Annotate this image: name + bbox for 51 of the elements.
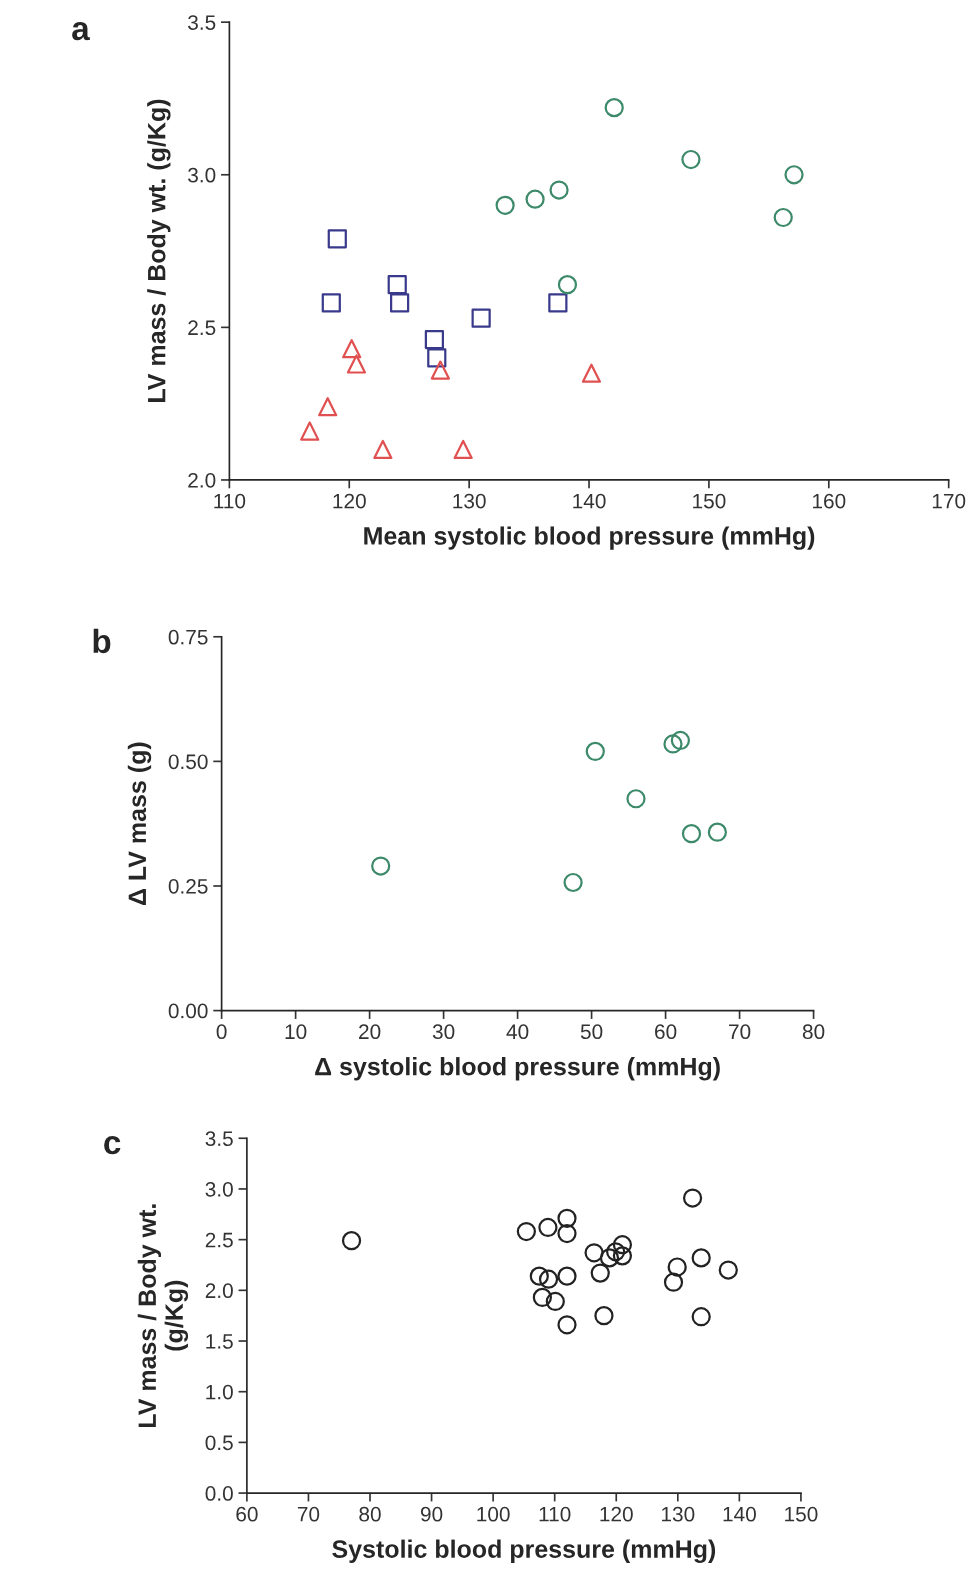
x-tick-label: 170 [932, 493, 966, 509]
x-tick-label: 60 [236, 1506, 258, 1522]
x-tick-label: 60 [655, 1024, 677, 1040]
x-tick-label: 70 [729, 1024, 751, 1040]
x-tick-label: 160 [813, 493, 846, 509]
x-tick-label: 30 [432, 1024, 455, 1040]
x-tick-label: 70 [297, 1506, 320, 1522]
y-tick-label: 0.75 [168, 629, 208, 645]
y-tick-label: 3.5 [205, 1131, 233, 1147]
x-axis-title: Systolic blood pressure (mmHg) [332, 1539, 716, 1563]
x-tick-label: 140 [573, 493, 606, 509]
x-tick-label: 10 [285, 1024, 307, 1040]
x-tick-label: 40 [506, 1024, 529, 1040]
x-tick-label: 130 [453, 493, 486, 509]
y-axis-title: Δ LV mass (g) [127, 742, 152, 906]
y-axis-title: LV mass / Body wt. (g/Kg) [147, 99, 171, 402]
x-tick-label: 20 [359, 1024, 381, 1040]
x-tick-label: 100 [477, 1506, 510, 1522]
y-tick-label: 2.5 [188, 320, 216, 336]
y-tick-label: 2.0 [205, 1283, 233, 1299]
y-tick-label: 2.0 [188, 472, 216, 488]
x-tick-label: 50 [580, 1024, 603, 1040]
y-axis-title: LV mass / Body wt. (g/Kg) [137, 1204, 189, 1427]
y-tick-label: 0.0 [205, 1486, 233, 1501]
text: a [72, 22, 90, 41]
y-tick-label: 0.25 [168, 878, 208, 894]
y-tick-label: 3.0 [188, 167, 216, 183]
x-tick-label: 120 [333, 493, 366, 509]
text: c [104, 1136, 121, 1155]
y-tick-label: 0.5 [205, 1435, 233, 1451]
x-tick-label: 110 [539, 1506, 571, 1522]
x-tick-label: 0 [216, 1024, 227, 1040]
y-tick-label: 1.5 [206, 1334, 233, 1349]
x-axis-title: Mean systolic blood pressure (mmHg) [364, 526, 815, 550]
x-tick-label: 110 [214, 493, 246, 509]
y-tick-label: 3.0 [205, 1181, 233, 1197]
x-tick-label: 150 [785, 1506, 818, 1522]
y-tick-label: 2.5 [205, 1232, 233, 1248]
x-tick-label: 120 [600, 1506, 633, 1522]
x-axis-title: Δ systolic blood pressure (mmHg) [315, 1057, 720, 1081]
x-tick-label: 130 [662, 1506, 695, 1522]
y-tick-label: 1.0 [206, 1384, 233, 1400]
y-tick-label: 3.5 [188, 15, 216, 30]
x-tick-label: 140 [723, 1506, 756, 1522]
text: b [93, 628, 111, 654]
y-tick-label: 0.50 [168, 754, 208, 770]
x-tick-label: 90 [420, 1506, 443, 1522]
x-tick-label: 80 [802, 1024, 825, 1040]
x-tick-label: 80 [359, 1506, 381, 1522]
y-tick-label: 0.00 [168, 1003, 208, 1019]
x-tick-label: 150 [693, 493, 726, 509]
